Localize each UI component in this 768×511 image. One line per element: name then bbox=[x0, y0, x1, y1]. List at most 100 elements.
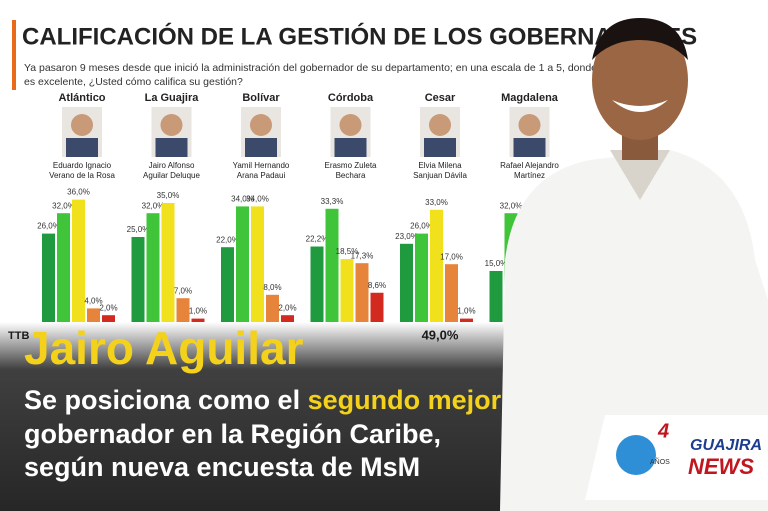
value-label: 35,0% bbox=[157, 191, 180, 200]
value-label: 26,0% bbox=[410, 222, 433, 231]
candidate-name: Martínez bbox=[514, 171, 545, 180]
headline-line: gobernador en la Región Caribe, bbox=[24, 419, 441, 449]
bar bbox=[191, 318, 205, 322]
logo: 4 AÑOS GUAJIRA NEWS bbox=[585, 415, 768, 500]
candidate-name: Eduardo Ignacio bbox=[53, 161, 112, 170]
candidate-name: Erasmo Zuleta bbox=[324, 161, 377, 170]
candidate-name: Yamil Hernando bbox=[233, 161, 290, 170]
bar bbox=[489, 271, 503, 322]
accent-bar bbox=[12, 20, 16, 90]
candidate-name: Rafael Alejandro bbox=[500, 161, 559, 170]
value-label: 17,3% bbox=[351, 251, 374, 260]
bar bbox=[325, 208, 339, 322]
headline-name: Jairo Aguilar bbox=[24, 322, 304, 374]
value-label: 22,2% bbox=[306, 235, 329, 244]
bar bbox=[42, 233, 55, 322]
smile bbox=[612, 100, 668, 112]
bar bbox=[445, 264, 458, 322]
value-label: 18,5% bbox=[336, 247, 359, 256]
candidate-name: Sanjuan Dávila bbox=[413, 171, 467, 180]
bar bbox=[355, 263, 369, 322]
value-label: 32,0% bbox=[142, 201, 165, 210]
value-label: 8,6% bbox=[368, 281, 386, 290]
bar bbox=[430, 209, 443, 322]
chart-title: CALIFICACIÓN DE LA GESTIÓN DE LOS GOBERN… bbox=[22, 22, 697, 50]
headline-line: Se posiciona como el segundo mejor bbox=[24, 385, 502, 415]
value-label: 26,0% bbox=[37, 222, 60, 231]
value-label: 1,0% bbox=[457, 307, 475, 316]
logo-bottom: NEWS bbox=[688, 454, 754, 479]
category-label: Córdoba bbox=[328, 92, 374, 104]
value-label: 2,0% bbox=[99, 303, 117, 312]
value-label: 33,0% bbox=[425, 198, 448, 207]
value-label: 2,0% bbox=[278, 303, 296, 312]
candidate-body bbox=[155, 138, 188, 157]
value-label: 22,0% bbox=[216, 235, 239, 244]
logo-years: AÑOS bbox=[650, 457, 670, 466]
bar bbox=[251, 206, 264, 322]
category-label: Atlántico bbox=[58, 92, 105, 104]
bar bbox=[236, 206, 249, 322]
category-label: Magdalena bbox=[501, 92, 559, 104]
bar bbox=[161, 203, 175, 322]
bar bbox=[340, 259, 354, 322]
candidate-body bbox=[66, 138, 98, 157]
value-label: 23,0% bbox=[395, 232, 418, 241]
bar bbox=[102, 315, 115, 322]
candidate-face bbox=[518, 114, 541, 136]
candidate-body bbox=[245, 138, 277, 157]
value-label: 15,0% bbox=[485, 259, 508, 268]
headline-text: Se posiciona como el bbox=[24, 385, 308, 415]
bar bbox=[460, 318, 473, 322]
bar bbox=[221, 247, 234, 322]
subtitle: Ya pasaron 9 meses desde que inició la a… bbox=[24, 62, 674, 74]
subtitle: es excelente, ¿Usted cómo califica su ge… bbox=[24, 76, 243, 88]
candidate-face bbox=[71, 114, 93, 136]
bar bbox=[87, 308, 100, 322]
bar bbox=[281, 315, 294, 322]
value-label: 8,0% bbox=[263, 283, 281, 292]
bar bbox=[146, 213, 160, 322]
candidate-face bbox=[250, 114, 272, 136]
logo-globe bbox=[616, 435, 656, 475]
bar bbox=[370, 292, 384, 322]
candidate-face bbox=[160, 114, 183, 136]
logo-top: GUAJIRA bbox=[690, 437, 762, 454]
value-label: 33,3% bbox=[321, 197, 344, 206]
bar bbox=[131, 237, 145, 322]
category-label: La Guajira bbox=[145, 92, 200, 104]
value-label: 7,0% bbox=[174, 286, 192, 295]
value-label: 25,0% bbox=[127, 225, 150, 234]
candidate-name: Jairo Alfonso bbox=[149, 161, 195, 170]
headline-line: según nueva encuesta de MsM bbox=[24, 452, 420, 482]
hair bbox=[592, 18, 688, 60]
candidate-name: Elvia Milena bbox=[418, 161, 462, 170]
headline-highlight: segundo mejor bbox=[308, 385, 502, 415]
candidate-name: Verano de la Rosa bbox=[49, 171, 115, 180]
candidate-face bbox=[429, 114, 451, 136]
bar bbox=[310, 246, 324, 322]
candidate-body bbox=[424, 138, 456, 157]
logo-number: 4 bbox=[657, 420, 669, 442]
candidate-name: Aguilar Deluque bbox=[143, 171, 200, 180]
candidate-name: Arana Padaui bbox=[237, 171, 286, 180]
bar bbox=[266, 294, 279, 322]
bar bbox=[400, 243, 413, 322]
candidate-body bbox=[334, 138, 367, 157]
value-label: 34,0% bbox=[231, 195, 254, 204]
bar bbox=[415, 233, 428, 322]
bar bbox=[176, 298, 190, 322]
value-label: 1,0% bbox=[189, 307, 207, 316]
category-label: Bolívar bbox=[242, 92, 280, 104]
category-label: Cesar bbox=[425, 92, 456, 104]
candidate-body bbox=[513, 138, 546, 157]
bar bbox=[57, 213, 70, 322]
head bbox=[592, 20, 688, 140]
value-label: 32,0% bbox=[500, 201, 523, 210]
collar bbox=[610, 150, 670, 200]
value-label: 34,0% bbox=[246, 195, 269, 204]
candidate-face bbox=[339, 114, 362, 136]
bar bbox=[72, 199, 85, 322]
